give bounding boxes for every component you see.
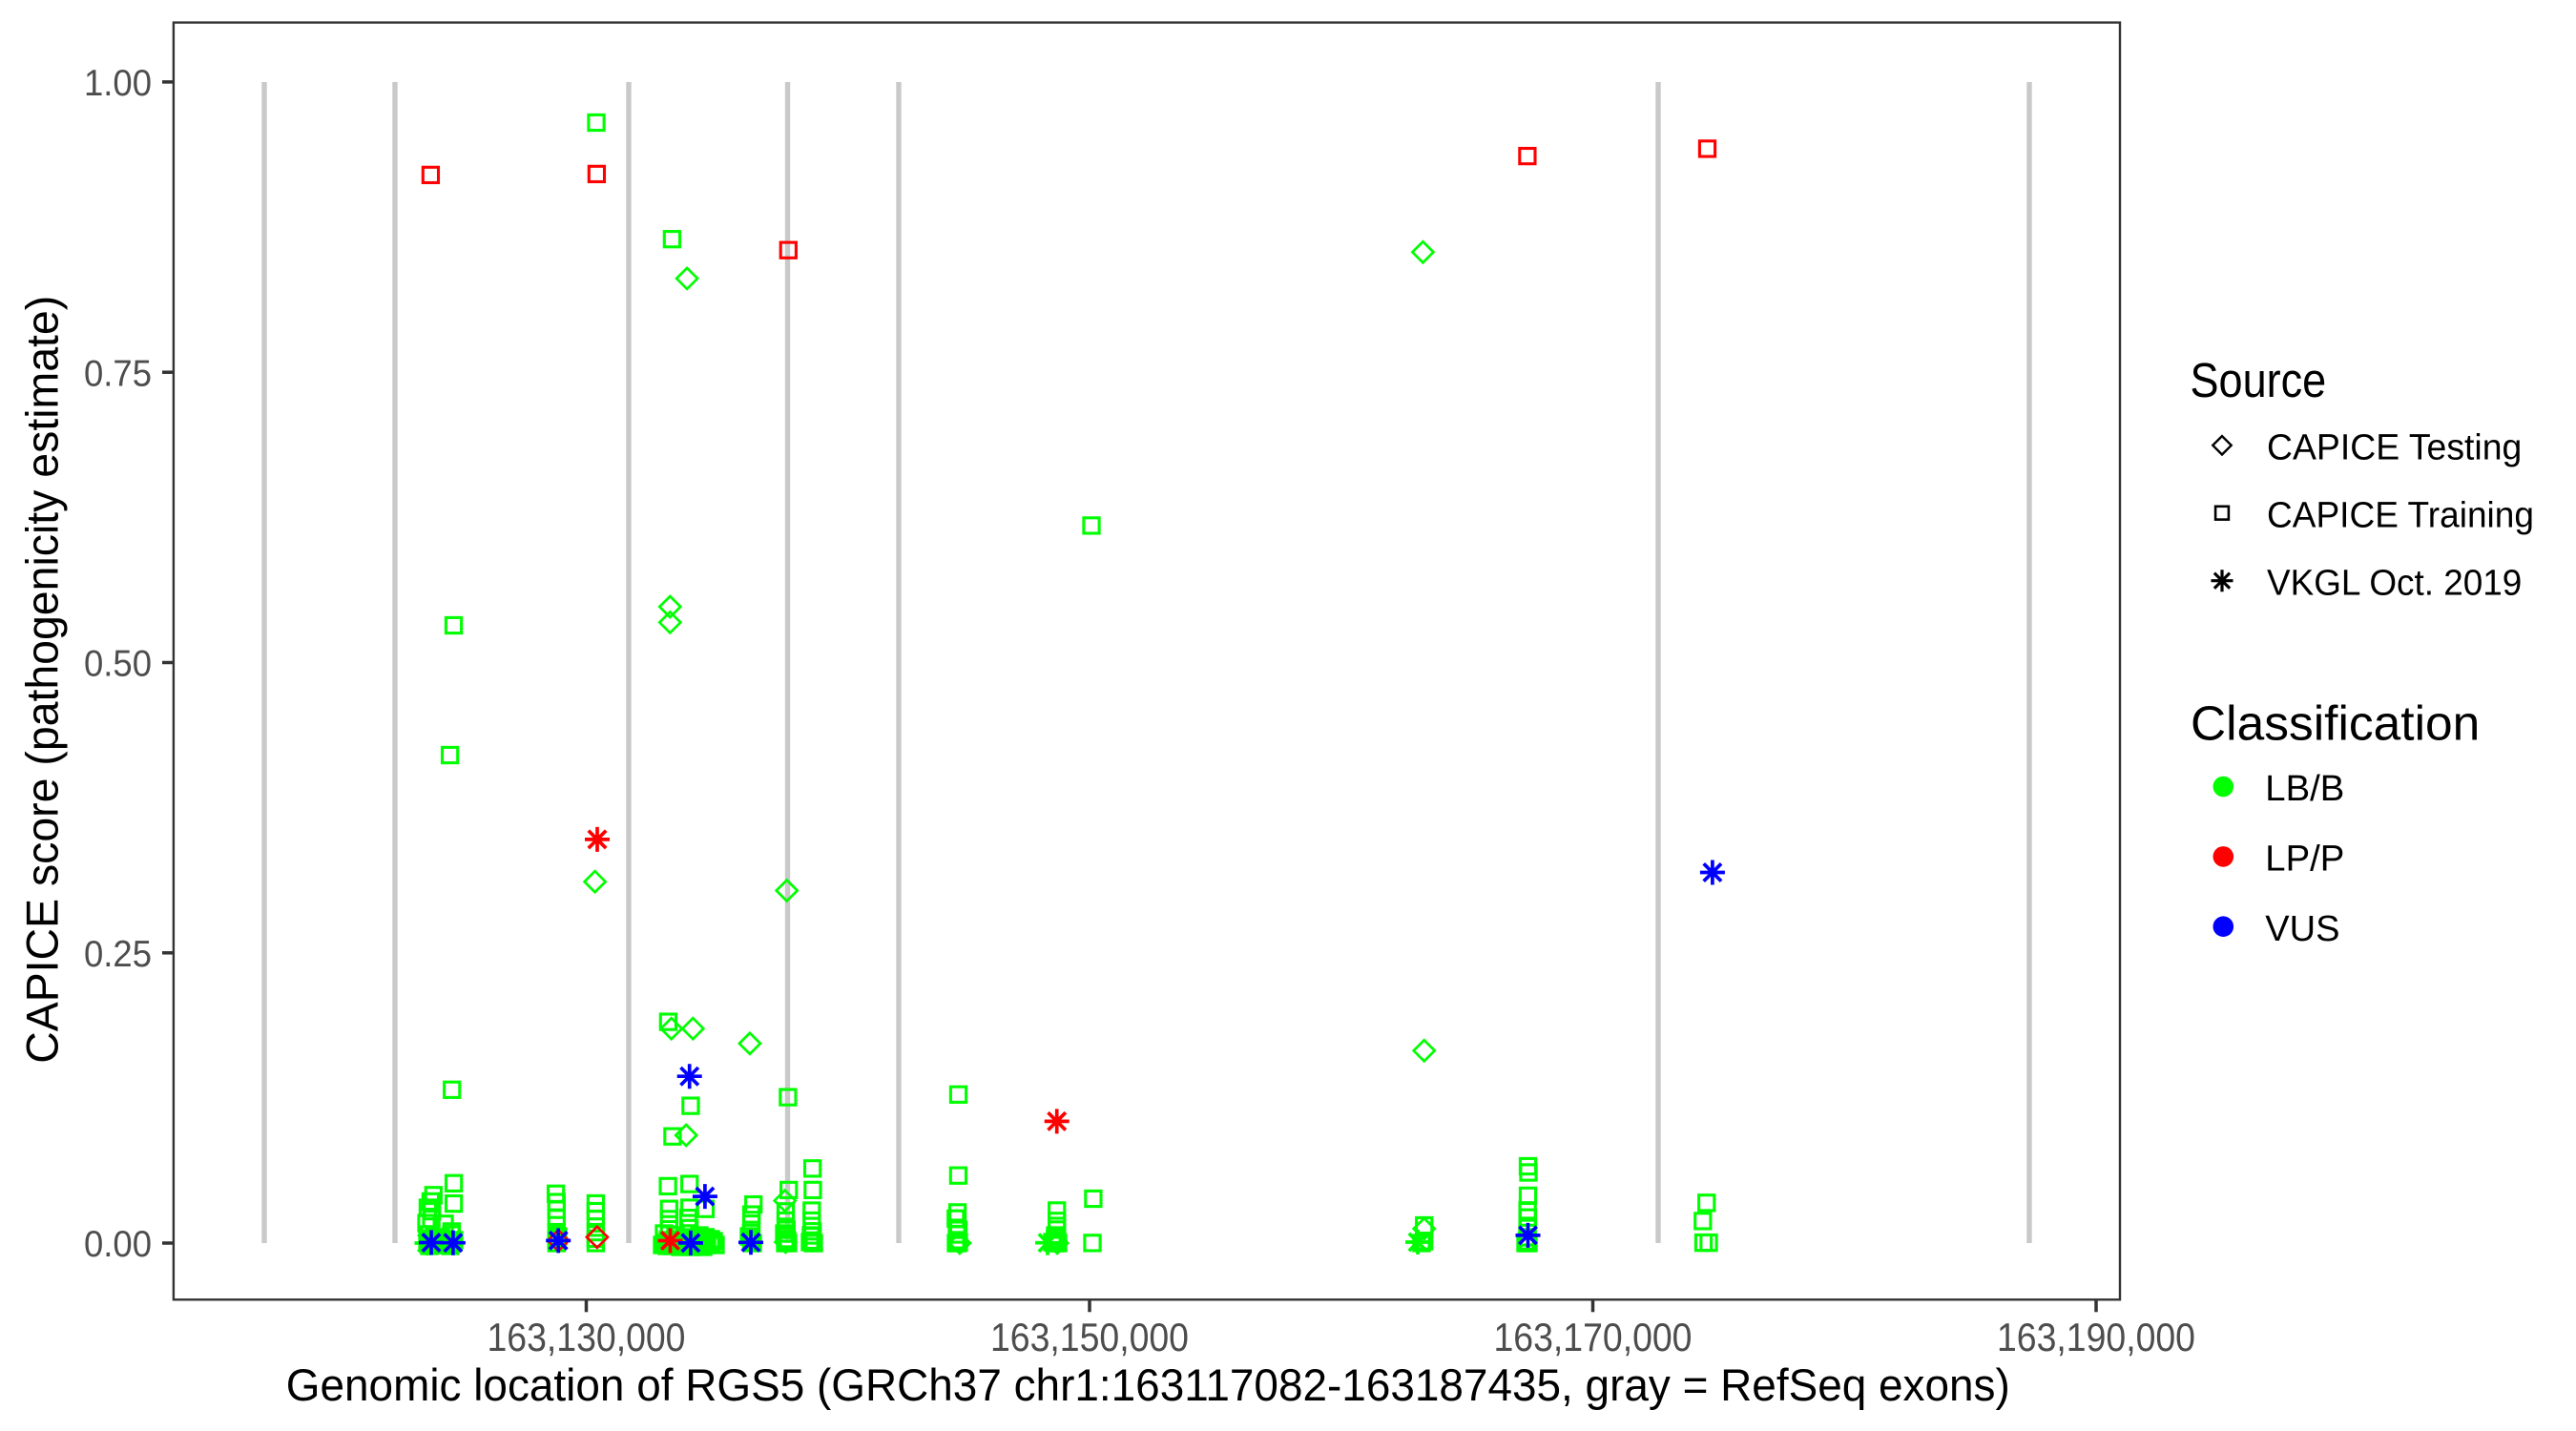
svg-text:VUS: VUS xyxy=(2265,909,2339,949)
svg-text:0.00: 0.00 xyxy=(84,1224,152,1265)
svg-text:0.50: 0.50 xyxy=(84,644,152,685)
svg-text:CAPICE Training: CAPICE Training xyxy=(2267,495,2534,535)
svg-text:0.25: 0.25 xyxy=(84,934,152,975)
svg-text:CAPICE Testing: CAPICE Testing xyxy=(2267,428,2522,468)
svg-text:Classification: Classification xyxy=(2191,696,2480,751)
svg-text:163,130,000: 163,130,000 xyxy=(488,1315,686,1359)
svg-text:LP/P: LP/P xyxy=(2265,840,2344,880)
svg-text:163,190,000: 163,190,000 xyxy=(1997,1315,2195,1359)
svg-text:0.75: 0.75 xyxy=(84,353,152,394)
svg-text:163,150,000: 163,150,000 xyxy=(990,1315,1189,1359)
svg-text:1.00: 1.00 xyxy=(84,63,152,104)
svg-text:Genomic location of RGS5 (GRCh: Genomic location of RGS5 (GRCh37 chr1:16… xyxy=(286,1359,2010,1410)
svg-text:Source: Source xyxy=(2191,353,2327,407)
svg-text:VKGL Oct. 2019: VKGL Oct. 2019 xyxy=(2267,563,2522,603)
svg-text:CAPICE score (pathogenicity es: CAPICE score (pathogenicity estimate) xyxy=(17,296,68,1064)
svg-text:LB/B: LB/B xyxy=(2265,769,2344,809)
svg-text:163,170,000: 163,170,000 xyxy=(1494,1315,1693,1359)
